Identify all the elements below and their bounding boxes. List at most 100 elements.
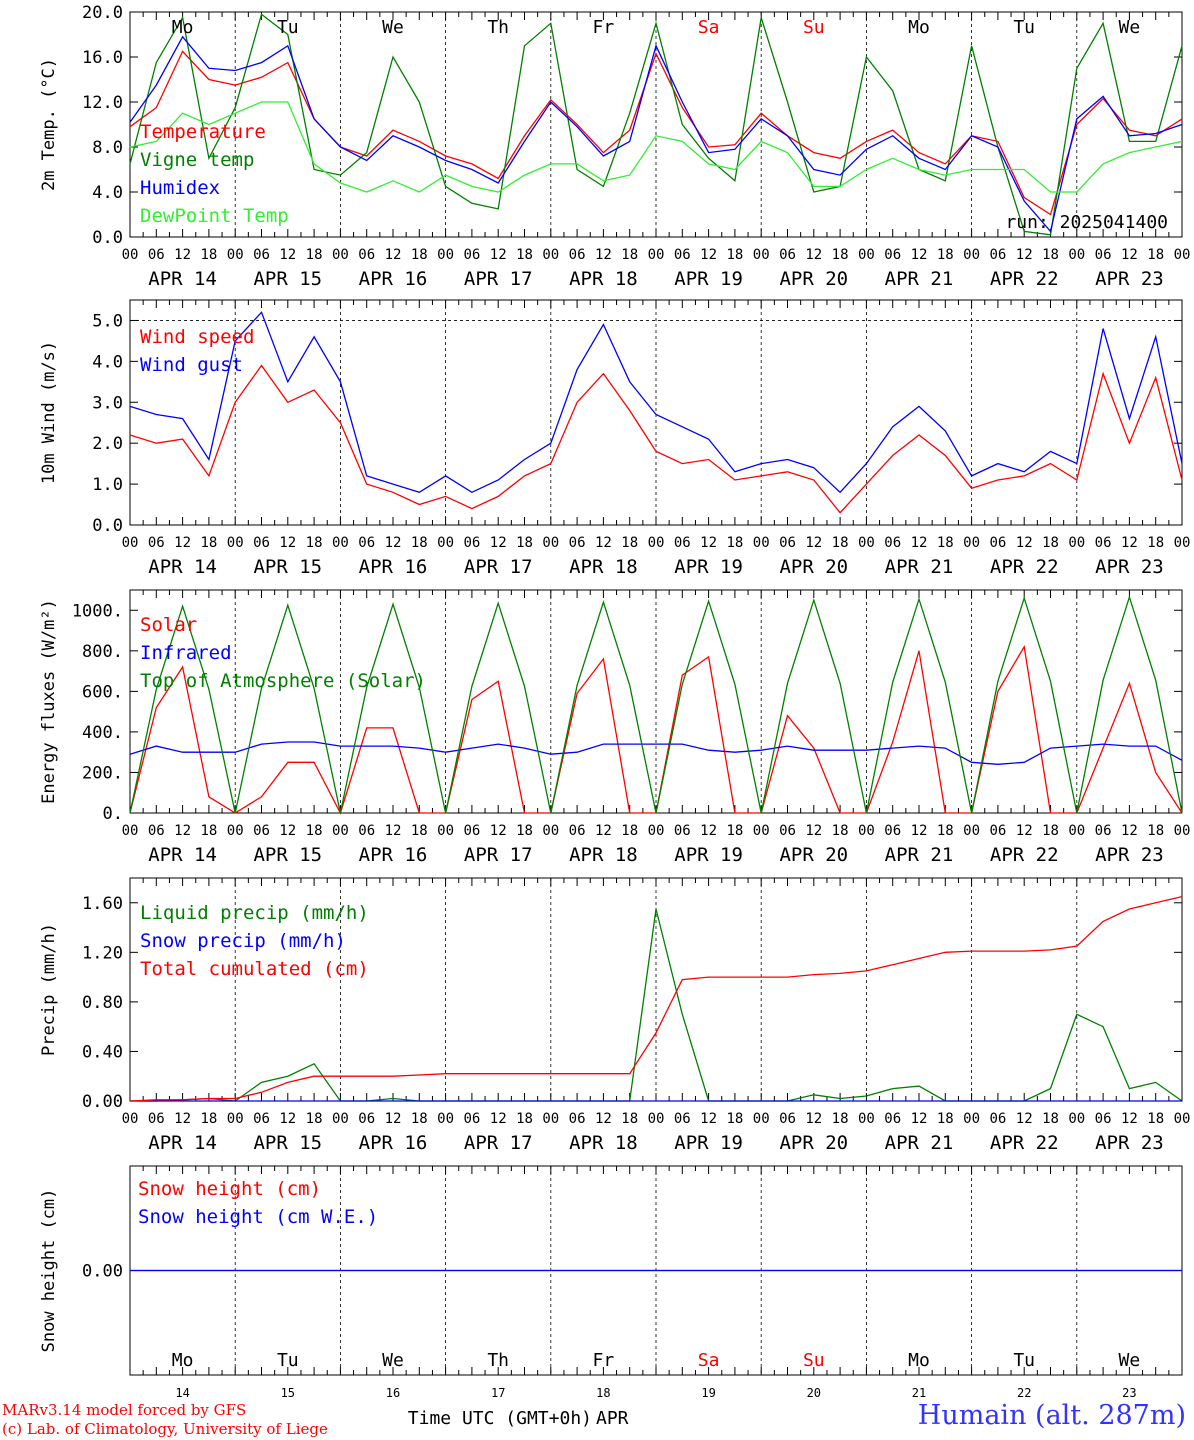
date-label: APR 15 — [253, 556, 322, 578]
weekday-label: Su — [803, 1350, 825, 1371]
lab-credit: (c) Lab. of Climatology, University of L… — [2, 1420, 328, 1438]
hour-label: 06 — [779, 1111, 796, 1127]
hour-label: 00 — [437, 535, 454, 551]
legend-entry: Liquid precip (mm/h) — [140, 902, 369, 924]
date-label: APR 16 — [359, 1132, 428, 1154]
weekday-label: Sa — [698, 17, 720, 38]
hour-label: 06 — [148, 535, 165, 551]
hour-label: 00 — [753, 247, 770, 263]
hour-label: 12 — [279, 247, 296, 263]
model-credit: MARv3.14 model forced by GFS — [2, 1401, 247, 1419]
legend-entry: Humidex — [140, 177, 220, 199]
day-number: 23 — [1122, 1386, 1136, 1400]
hour-label: 12 — [490, 247, 507, 263]
date-label: APR 19 — [674, 268, 743, 290]
hour-label: 06 — [358, 247, 375, 263]
y-axis-title: 10m Wind (m/s) — [39, 341, 59, 484]
hour-label: 12 — [805, 247, 822, 263]
hour-label: 00 — [227, 535, 244, 551]
hour-label: 00 — [963, 1111, 980, 1127]
hour-label: 06 — [253, 823, 270, 839]
date-label: APR 15 — [253, 1132, 322, 1154]
hour-label: 18 — [832, 535, 849, 551]
hour-label: 00 — [122, 1111, 139, 1127]
hour-label: 06 — [569, 1111, 586, 1127]
date-label: APR 20 — [779, 844, 848, 866]
y-tick-label: 3.0 — [92, 393, 123, 413]
legend-entry: Solar — [140, 614, 197, 636]
hour-label: 06 — [779, 535, 796, 551]
hour-label: 18 — [516, 1111, 533, 1127]
date-label: APR 21 — [885, 556, 954, 578]
legend-entry: Wind gust — [140, 354, 243, 376]
hour-label: 06 — [779, 247, 796, 263]
hour-label: 18 — [1042, 1111, 1059, 1127]
hour-label: 00 — [437, 247, 454, 263]
hour-label: 00 — [753, 823, 770, 839]
legend-entry: Top of Atmosphere (Solar) — [140, 670, 426, 692]
hour-label: 06 — [884, 247, 901, 263]
hour-label: 18 — [1147, 247, 1164, 263]
hour-label: 00 — [332, 535, 349, 551]
date-label: APR 23 — [1095, 844, 1164, 866]
hour-label: 12 — [490, 823, 507, 839]
y-tick-label: 0.0 — [92, 516, 123, 536]
hour-label: 00 — [122, 247, 139, 263]
hour-label: 00 — [332, 823, 349, 839]
date-label: APR 14 — [148, 556, 217, 578]
hour-label: 06 — [989, 535, 1006, 551]
hour-label: 06 — [989, 247, 1006, 263]
y-tick-label: 4.0 — [92, 352, 123, 372]
y-axis-title: Precip (mm/h) — [39, 923, 59, 1056]
hour-label: 18 — [937, 535, 954, 551]
hour-label: 18 — [937, 1111, 954, 1127]
date-label: APR 20 — [779, 268, 848, 290]
hour-label: 00 — [858, 823, 875, 839]
hour-label: 18 — [726, 535, 743, 551]
date-label: APR 20 — [779, 556, 848, 578]
hour-label: 18 — [937, 823, 954, 839]
hour-label: 06 — [253, 247, 270, 263]
date-label: APR 15 — [253, 268, 322, 290]
panel-1: 0.0 4.0 8.0 12.0 16.0 20.0 2m Temp. (°C) Temper… — [39, 3, 1190, 290]
hour-label: 00 — [542, 1111, 559, 1127]
weekday-label: Fr — [593, 1350, 615, 1371]
hour-label: 06 — [989, 823, 1006, 839]
series-line-3 — [129, 594, 1183, 814]
date-label: APR 19 — [674, 844, 743, 866]
hour-label: 00 — [1068, 1111, 1085, 1127]
hour-label: 18 — [832, 1111, 849, 1127]
legend-entry: Infrared — [140, 642, 232, 664]
y-tick-label: 20.0 — [82, 3, 123, 23]
legend-entry: Snow height (cm) — [138, 1178, 321, 1200]
date-label: APR 14 — [148, 1132, 217, 1154]
hour-label: 12 — [805, 823, 822, 839]
y-axis-title: Energy fluxes (W/m²) — [39, 599, 59, 804]
hour-label: 06 — [1095, 1111, 1112, 1127]
panel-3: 0. 200. 400. 600. 800. 1000. Energy fluxes (W/… — [39, 589, 1190, 866]
date-label: APR 21 — [885, 1132, 954, 1154]
y-tick-label: 8.0 — [92, 138, 123, 158]
date-label: APR 21 — [885, 268, 954, 290]
date-label: APR 17 — [464, 268, 533, 290]
hour-label: 00 — [1068, 535, 1085, 551]
station-name: Humain (alt. 287m) — [917, 1400, 1186, 1431]
legend-entry: Vigne temp — [140, 149, 254, 171]
panel-4: 0.00 0.40 0.80 1.20 1.60 Precip (mm/h) Liquid … — [39, 877, 1191, 1154]
hour-label: 18 — [937, 247, 954, 263]
y-tick-label: 4.0 — [92, 183, 123, 203]
y-tick-label: 1.0 — [92, 475, 123, 495]
date-label: APR 22 — [990, 1132, 1059, 1154]
y-tick-label: 1.60 — [82, 894, 123, 914]
hour-label: 00 — [648, 823, 665, 839]
hour-label: 00 — [1174, 1111, 1191, 1127]
hour-label: 12 — [1121, 247, 1138, 263]
hour-label: 00 — [648, 247, 665, 263]
hour-label: 06 — [569, 823, 586, 839]
date-label: APR 15 — [253, 844, 322, 866]
legend-entry: DewPoint Temp — [140, 205, 289, 227]
hour-label: 00 — [542, 535, 559, 551]
x-axis-month: APR — [596, 1408, 629, 1429]
hour-label: 06 — [569, 247, 586, 263]
series-line-3 — [129, 35, 1183, 233]
